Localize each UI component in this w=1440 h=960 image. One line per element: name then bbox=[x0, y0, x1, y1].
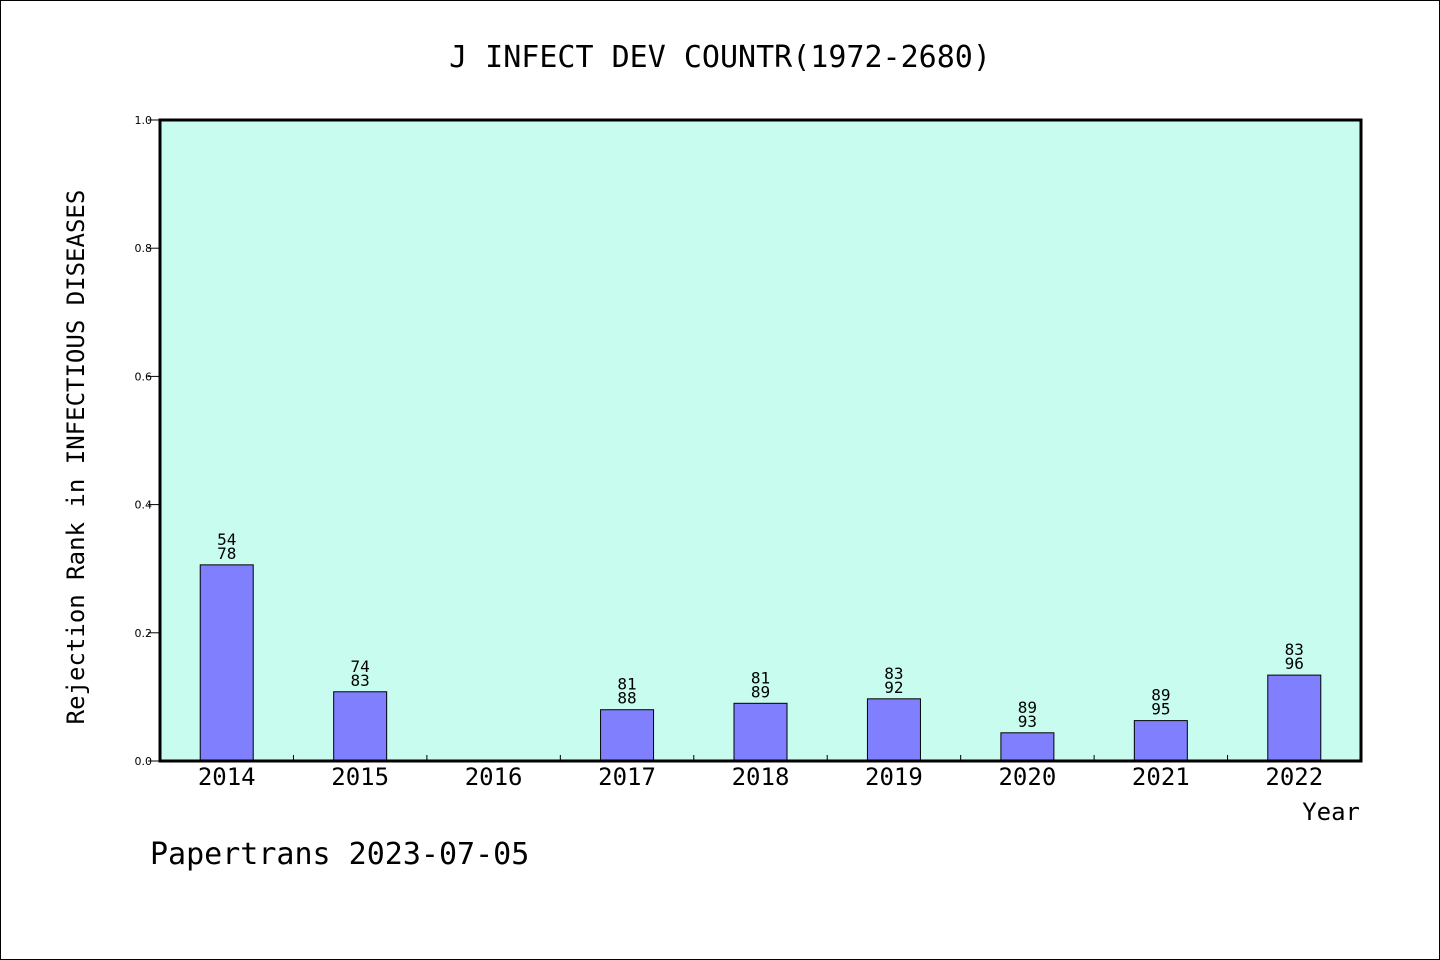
x-tick-label: 2015 bbox=[331, 763, 389, 791]
bar-data-label: 83 bbox=[1285, 640, 1304, 659]
bar-data-label: 89 bbox=[751, 682, 770, 701]
y-tick-label: 0.6 bbox=[135, 370, 153, 383]
x-tick-label: 2017 bbox=[598, 763, 656, 791]
bar-data-label: 74 bbox=[351, 657, 370, 676]
x-tick-label: 2020 bbox=[998, 763, 1056, 791]
bar-data-label: 54 bbox=[217, 530, 236, 549]
bar-data-label: 95 bbox=[1151, 700, 1170, 719]
bar-data-label: 89 bbox=[1018, 698, 1037, 717]
bars-group bbox=[199, 564, 1322, 762]
plot-border bbox=[158, 118, 1363, 763]
plot-area bbox=[160, 120, 1361, 761]
bar-data-label: 83 bbox=[884, 664, 903, 683]
bar-data-label: 81 bbox=[751, 668, 770, 687]
x-tick-label: 2018 bbox=[732, 763, 790, 791]
bar bbox=[1000, 732, 1055, 762]
bar-data-label: 83 bbox=[351, 671, 370, 690]
y-tick-label: 0.4 bbox=[135, 499, 153, 512]
bar bbox=[600, 709, 655, 762]
x-tick-label: 2021 bbox=[1132, 763, 1190, 791]
y-axis-label: Rejection Rank in INFECTIOUS DISEASES bbox=[62, 190, 90, 725]
x-axis-label: Year bbox=[1302, 798, 1360, 826]
bar bbox=[733, 702, 788, 762]
y-tick-label: 0.0 bbox=[135, 755, 153, 768]
x-tick-label: 2019 bbox=[865, 763, 923, 791]
chart-title: J INFECT DEV COUNTR(1972-2680) bbox=[449, 40, 991, 75]
y-tick-label: 0.2 bbox=[135, 627, 153, 640]
y-tick-label: 0.8 bbox=[135, 242, 153, 255]
bar-data-label: 88 bbox=[617, 689, 636, 708]
y-tick-label: 1.0 bbox=[135, 114, 153, 127]
bar bbox=[333, 691, 388, 762]
y-axis: 0.0 0.2 0.4 0.6 0.8 1.0 bbox=[135, 114, 160, 768]
x-axis: 2014 2015 2016 2017 2018 2019 2020 2021 2022 bbox=[198, 755, 1323, 791]
bar bbox=[1133, 720, 1188, 762]
footer-text: Papertrans 2023-07-05 bbox=[150, 837, 529, 872]
bar-data-label: 96 bbox=[1285, 654, 1304, 673]
x-tick-label: 2014 bbox=[198, 763, 256, 791]
x-tick-label: 2016 bbox=[465, 763, 523, 791]
bar-data-label: 92 bbox=[884, 678, 903, 697]
bar-data-label: 89 bbox=[1151, 686, 1170, 705]
bar bbox=[1267, 674, 1322, 762]
bar-data-label: 81 bbox=[617, 675, 636, 694]
bar-data-label: 78 bbox=[217, 544, 236, 563]
bar bbox=[866, 698, 921, 762]
bar-data-label: 93 bbox=[1018, 712, 1037, 731]
bar bbox=[199, 564, 254, 762]
x-tick-label: 2022 bbox=[1265, 763, 1323, 791]
